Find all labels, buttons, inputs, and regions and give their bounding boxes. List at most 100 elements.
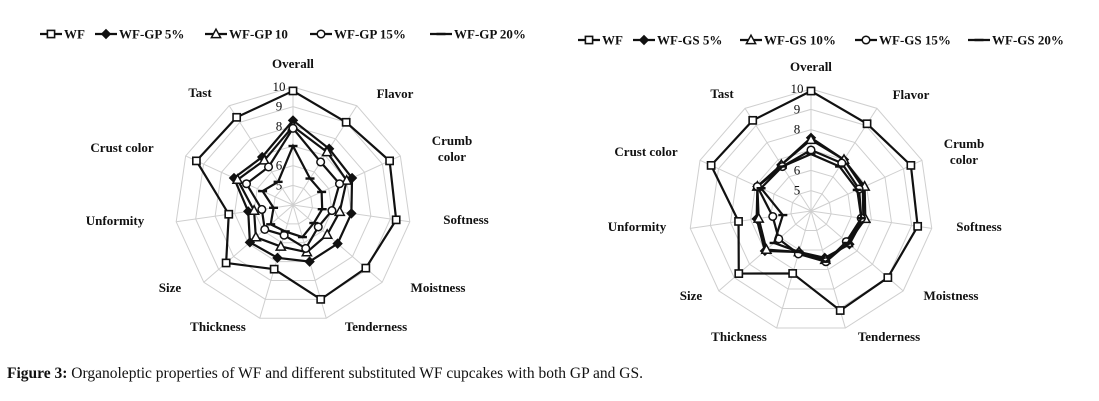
data-point [913,221,923,231]
data-point [272,252,283,264]
data-point [288,123,298,133]
axis-label: Moistness [924,288,979,303]
axis-label: Crumb color [944,136,984,167]
series-4 [241,123,345,253]
radar-chart-2: 5 6 8 9 10 Overall Flavor Crumb color Softness Moi… [578,33,1064,344]
series-line [195,89,398,301]
data-point [806,86,816,96]
data-point [361,263,371,273]
legend-marker [638,34,650,46]
legend-entry: WF-GS 15% [855,33,951,48]
series-5 [258,143,327,239]
grid-spoke [744,108,812,212]
axis-label: Moistness [411,280,466,295]
data-point [224,209,234,219]
grid-ring [689,88,933,329]
data-point [752,212,765,223]
data-point [313,222,323,232]
data-point [274,240,287,251]
legend-label: WF-GP 5% [119,27,184,42]
legend-label: WF-GP 10 [229,27,288,42]
grid-ring [253,165,333,244]
data-point [340,174,353,185]
data-point [257,204,267,215]
tick-label: 10 [791,81,804,96]
axis-label: Tenderness [345,319,407,334]
data-point [332,238,343,249]
axis-label: Softness [956,219,1002,234]
caption-text: Organoleptic properties of WF and differ… [67,365,643,382]
legend-marker [210,27,222,39]
data-point [249,230,262,242]
tick-label: 5 [794,183,801,198]
legend-entry: WF-GP 20% [430,27,526,42]
legend-label: WF [602,33,623,48]
data-point [862,119,872,129]
axis-label: Overall [272,56,314,71]
figure-caption: Figure 3: Organoleptic properties of WF … [7,365,643,383]
data-point [748,115,758,125]
series-line [236,124,348,254]
series-1 [706,86,923,315]
axis-label: Softness [443,212,489,227]
series-line [245,126,341,250]
data-point [341,117,351,127]
tick-label: 10 [273,79,286,94]
legend-entry: WF [578,33,623,48]
data-point [734,217,743,226]
caption-label: Figure 3: [7,365,68,382]
data-point [835,306,845,315]
legend-label: WF [64,27,85,42]
tick-label: 5 [276,177,283,192]
grid-ring [273,184,313,225]
axis-label: Thickness [711,329,767,344]
data-point [263,162,274,172]
legend-marker [100,28,112,40]
axis-label: Flavor [893,87,930,102]
radar-chart-1: 5 6 8 9 10 Overall Flavor Crumb color Softness Moi… [40,27,526,334]
tick-label: 9 [276,99,283,114]
axis-label: Flavor [377,86,414,101]
tick-label: 6 [794,162,801,177]
data-point [806,145,816,155]
legend-label: WF-GP 15% [334,27,406,42]
data-point [301,243,311,253]
legend-entry: WF-GS 10% [740,33,836,48]
axis-label: Tast [188,85,212,100]
series-line [261,143,324,239]
axis-label: Tast [710,86,734,101]
grid-spoke [690,210,812,229]
tick-label: 8 [794,122,801,137]
legend-label: WF-GS 5% [657,33,722,48]
data-point [321,145,333,157]
legend-marker [584,35,594,45]
series-line [709,89,919,312]
series-line [232,118,354,263]
legend-marker [46,29,56,39]
tick-label: 8 [276,118,283,133]
legend-entry: WF-GS 20% [968,33,1064,48]
radar-grid [689,88,933,329]
grid-ring [175,86,411,319]
axis-label: Size [680,288,703,303]
legend-entry: WF-GS 5% [633,33,722,48]
legend-entry: WF-GP 5% [95,27,184,42]
data-point [232,112,242,122]
data-point [260,224,270,235]
data-point [333,205,346,217]
grid-ring [750,149,872,271]
data-point [316,157,326,167]
data-point [706,160,716,170]
data-point [321,228,334,239]
axis-label: Overall [790,59,832,74]
data-point [385,156,395,166]
data-point [191,156,201,166]
data-point [288,86,298,96]
axis-label: Tenderness [858,329,920,344]
series-line [759,152,863,263]
axis-label: Crust color [90,140,153,155]
data-point [241,179,252,189]
data-point [788,269,798,278]
grid-ring [195,106,391,300]
grid-ring [790,190,832,232]
